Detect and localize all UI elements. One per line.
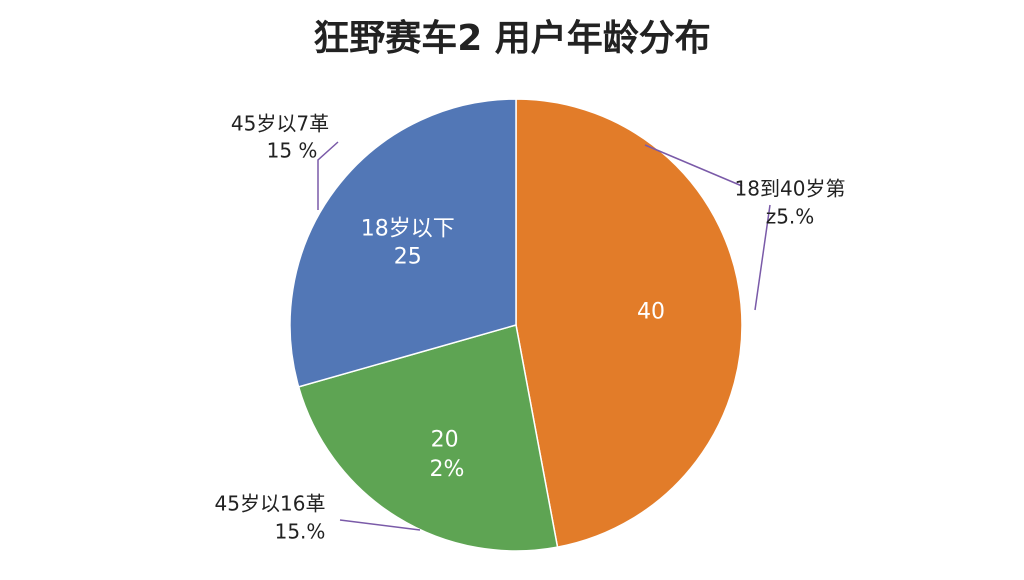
annotation: 15.%	[275, 520, 326, 544]
leader-line	[754, 204, 771, 311]
pie	[289, 98, 743, 552]
annotation: 2%	[430, 457, 465, 482]
pie-slice	[515, 98, 743, 549]
annotation: 18到40岁第	[735, 177, 846, 201]
leader-line	[317, 141, 339, 210]
annotation: 45岁以7革	[231, 112, 329, 136]
slice-value: 40	[637, 299, 665, 324]
annotation: 45岁以16革	[215, 492, 326, 516]
annotation: 15 %	[267, 139, 318, 163]
chart-title: 狂野赛车2 用户年龄分布	[313, 18, 711, 59]
slice-value: 20	[431, 427, 459, 452]
slice-value: 25	[394, 244, 422, 269]
pie-slice	[289, 98, 517, 388]
leader-line	[644, 144, 743, 187]
leader-line	[339, 519, 421, 531]
annotation: z5.%	[766, 205, 815, 229]
pie-slice	[297, 324, 559, 552]
slice-category: 18岁以下	[361, 216, 455, 241]
